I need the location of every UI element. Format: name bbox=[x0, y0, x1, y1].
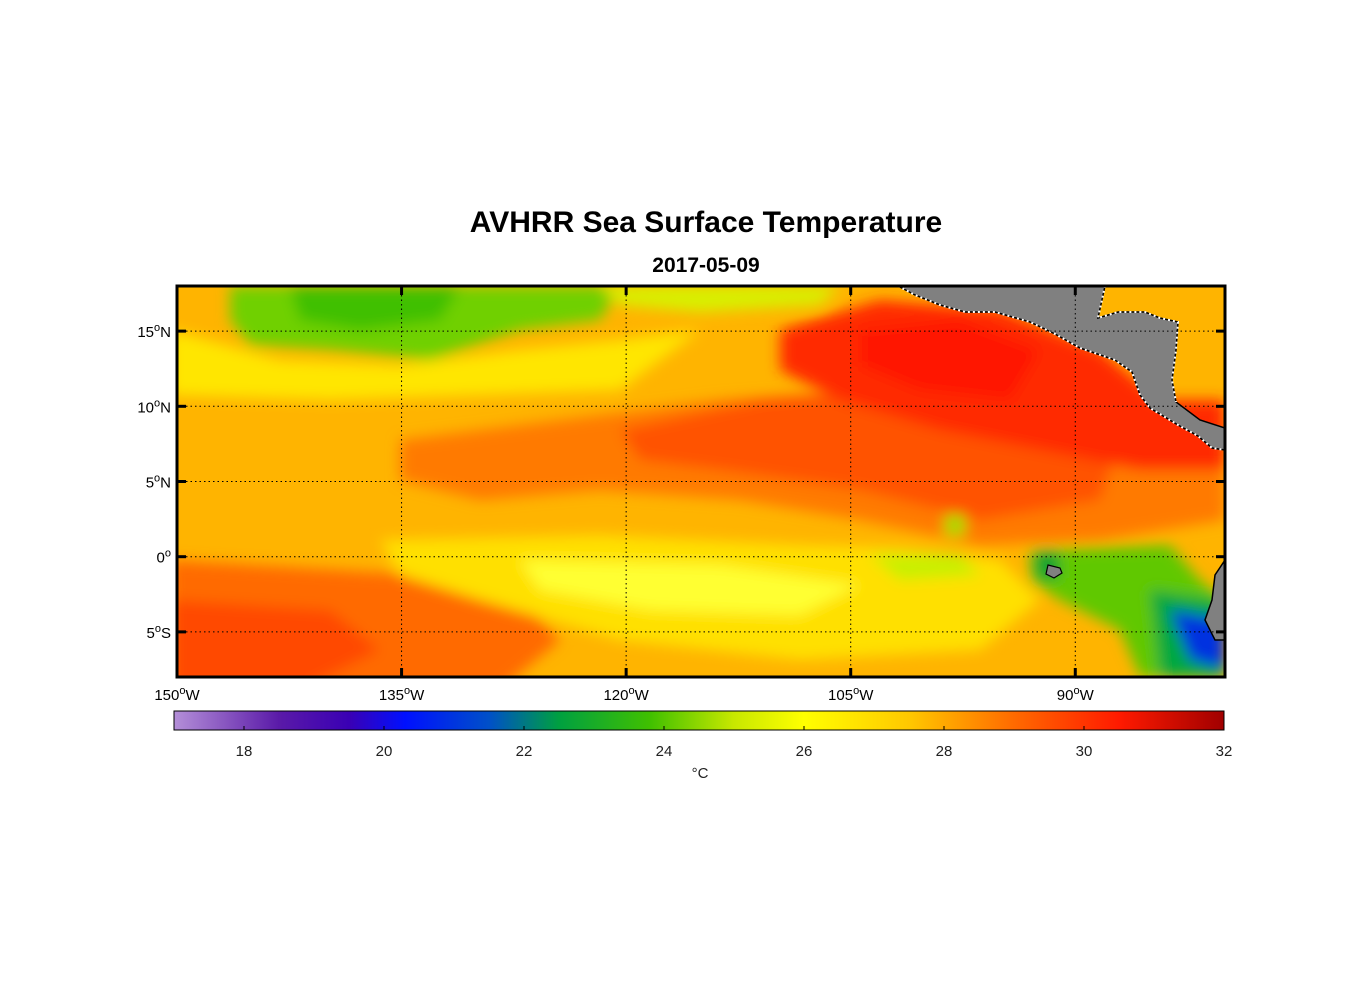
lat-tick-label-number: 10 bbox=[137, 399, 154, 416]
lon-tick-label-number: 105 bbox=[828, 687, 853, 704]
lon-tick-label-number: 135 bbox=[379, 687, 404, 704]
lat-tick-label-degree: o bbox=[154, 397, 160, 409]
colorbar-ticks: 18 20 22 24 26 28 30 32 bbox=[236, 726, 1233, 760]
lon-tick-label: 120oW bbox=[603, 685, 649, 704]
lat-tick-label-number: 15 bbox=[137, 324, 154, 341]
lon-tick-label-hemisphere: W bbox=[185, 687, 200, 704]
lat-tick-label-hemisphere: N bbox=[160, 324, 171, 341]
land-galapagos bbox=[1045, 564, 1063, 579]
chart-title: AVHRR Sea Surface Temperature bbox=[469, 206, 943, 239]
colorbar-tick-label: 26 bbox=[796, 743, 813, 760]
lat-tick-label-degree: o bbox=[154, 473, 160, 485]
colorbar-units: °C bbox=[692, 765, 709, 782]
land-south-america bbox=[1204, 558, 1225, 641]
sst-patch-south-west-hot bbox=[177, 600, 380, 677]
lat-tick-label-degree: o bbox=[165, 548, 171, 560]
colorbar: 18 20 22 24 26 28 30 32 °C bbox=[173, 710, 1233, 782]
lat-tick-label-hemisphere: N bbox=[160, 475, 171, 492]
map-frame bbox=[175, 284, 1227, 679]
colorbar-tick-label: 20 bbox=[376, 743, 393, 760]
sst-patch-small-lime bbox=[945, 515, 965, 535]
lat-tick-label-number: 0 bbox=[157, 550, 165, 567]
lat-tick-label-degree: o bbox=[155, 623, 161, 635]
lat-tick-label: 15oN bbox=[137, 322, 171, 341]
lat-tick-label: 5oS bbox=[147, 623, 171, 642]
sst-patch-equator-lime bbox=[870, 555, 980, 580]
lon-tick-label-degree: o bbox=[179, 685, 185, 697]
sst-patch-north-lime bbox=[600, 286, 840, 312]
sst-patch-north-yellow bbox=[177, 330, 700, 400]
colorbar-tick-label: 24 bbox=[656, 743, 673, 760]
lat-tick-label-hemisphere: N bbox=[160, 399, 171, 416]
colorbar-bar bbox=[173, 710, 1225, 731]
lon-tick-label-hemisphere: W bbox=[1080, 687, 1095, 704]
lat-tick-label: 10oN bbox=[137, 397, 171, 416]
lon-tick-label-hemisphere: W bbox=[859, 687, 874, 704]
sst-patch-northeast-core bbox=[860, 320, 1040, 400]
lon-tick-label: 150oW bbox=[154, 685, 200, 704]
chart-subtitle: 2017-05-09 bbox=[652, 254, 760, 277]
sst-field bbox=[177, 286, 1225, 677]
colorbar-tick-label: 32 bbox=[1216, 743, 1233, 760]
lat-tick-label-number: 5 bbox=[147, 625, 155, 642]
sst-patch-equatorial-pale bbox=[520, 560, 860, 615]
lon-tick-label-degree: o bbox=[1073, 685, 1079, 697]
gridlines bbox=[176, 286, 1225, 677]
lon-tick-label-number: 120 bbox=[603, 687, 628, 704]
lat-tick-label: 5oN bbox=[146, 473, 171, 492]
lat-tick-label-hemisphere: S bbox=[161, 625, 171, 642]
lat-tick-label: 0o bbox=[157, 548, 171, 567]
lon-tick-label-number: 90 bbox=[1057, 687, 1074, 704]
lat-tick-label-number: 5 bbox=[146, 475, 154, 492]
lon-tick-label-hemisphere: W bbox=[410, 687, 425, 704]
lon-tick-label: 135oW bbox=[379, 685, 425, 704]
lon-tick-label: 90oW bbox=[1057, 685, 1095, 704]
lon-tick-label-degree: o bbox=[404, 685, 410, 697]
colorbar-tick-label: 30 bbox=[1076, 743, 1093, 760]
lon-tick-label-degree: o bbox=[629, 685, 635, 697]
coastline-dotted-east bbox=[1096, 286, 1180, 403]
sst-patches bbox=[177, 286, 1225, 677]
colorbar-tick-label: 22 bbox=[516, 743, 533, 760]
colorbar-tick-label: 18 bbox=[236, 743, 253, 760]
colorbar-tick-label: 28 bbox=[936, 743, 953, 760]
lon-tick-label-hemisphere: W bbox=[635, 687, 650, 704]
lon-tick-label: 105oW bbox=[828, 685, 874, 704]
longitude-labels: 150oW 135oW 120oW 105oW 90oW bbox=[154, 685, 1094, 704]
lat-tick-label-degree: o bbox=[154, 322, 160, 334]
sst-patch-north-green-core bbox=[290, 286, 460, 330]
lon-tick-label-number: 150 bbox=[154, 687, 179, 704]
lon-tick-label-degree: o bbox=[853, 685, 859, 697]
